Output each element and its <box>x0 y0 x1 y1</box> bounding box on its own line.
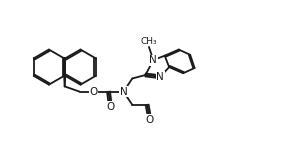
Text: N: N <box>156 72 164 82</box>
Text: O: O <box>90 87 98 97</box>
Text: CH₃: CH₃ <box>141 37 157 46</box>
Text: O: O <box>106 102 114 112</box>
Text: O: O <box>146 115 154 125</box>
Text: N: N <box>150 55 157 65</box>
Text: N: N <box>120 87 127 97</box>
